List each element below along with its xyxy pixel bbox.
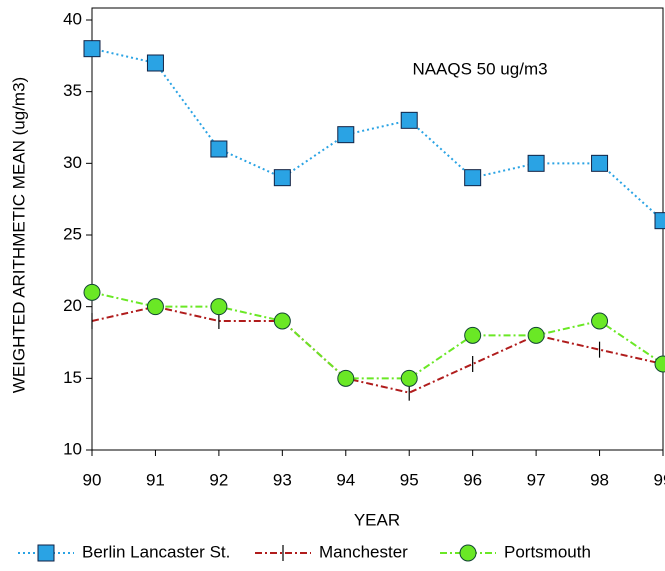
series-line bbox=[91, 291, 664, 380]
marker bbox=[591, 312, 609, 330]
x-tick-label: 91 bbox=[146, 470, 165, 489]
x-tick-label: 93 bbox=[273, 470, 292, 489]
legend-marker bbox=[37, 544, 55, 562]
legend-label: Berlin Lancaster St. bbox=[82, 542, 230, 561]
y-tick-label: 40 bbox=[63, 9, 82, 28]
x-tick-label: 92 bbox=[209, 470, 228, 489]
marker bbox=[83, 283, 101, 301]
marker bbox=[400, 111, 418, 129]
y-tick-label: 10 bbox=[63, 439, 82, 458]
x-axis-title: YEAR bbox=[354, 510, 400, 529]
plot-frame bbox=[91, 7, 664, 451]
marker bbox=[527, 326, 545, 344]
series-line bbox=[91, 47, 664, 222]
marker bbox=[400, 369, 418, 387]
x-tick-label: 95 bbox=[400, 470, 419, 489]
marker bbox=[527, 154, 545, 172]
marker bbox=[146, 54, 164, 72]
x-tick-label: 99 bbox=[654, 470, 665, 489]
x-tick-label: 90 bbox=[83, 470, 102, 489]
marker bbox=[337, 126, 355, 144]
legend-marker bbox=[459, 544, 477, 562]
x-tick-label: 97 bbox=[527, 470, 546, 489]
marker bbox=[654, 212, 665, 230]
series-line bbox=[91, 305, 664, 394]
marker bbox=[591, 154, 609, 172]
x-tick-label: 94 bbox=[336, 470, 355, 489]
marker bbox=[654, 355, 665, 373]
y-tick-label: 25 bbox=[63, 224, 82, 243]
y-axis-title: WEIGHTED ARITHMETIC MEAN (ug/m3) bbox=[9, 77, 28, 393]
marker bbox=[464, 326, 482, 344]
annotation: NAAQS 50 ug/m3 bbox=[412, 59, 547, 78]
marker bbox=[210, 140, 228, 158]
y-tick-label: 15 bbox=[63, 368, 82, 387]
marker bbox=[210, 298, 228, 316]
y-tick-label: 20 bbox=[63, 296, 82, 315]
marker bbox=[146, 298, 164, 316]
y-tick-label: 30 bbox=[63, 153, 82, 172]
x-tick-label: 96 bbox=[463, 470, 482, 489]
marker bbox=[337, 369, 355, 387]
marker bbox=[273, 169, 291, 187]
legend-label: Portsmouth bbox=[504, 542, 591, 561]
marker bbox=[83, 40, 101, 58]
marker bbox=[464, 169, 482, 187]
x-tick-label: 98 bbox=[590, 470, 609, 489]
y-tick-label: 35 bbox=[63, 81, 82, 100]
legend-label: Manchester bbox=[319, 542, 408, 561]
marker bbox=[273, 312, 291, 330]
